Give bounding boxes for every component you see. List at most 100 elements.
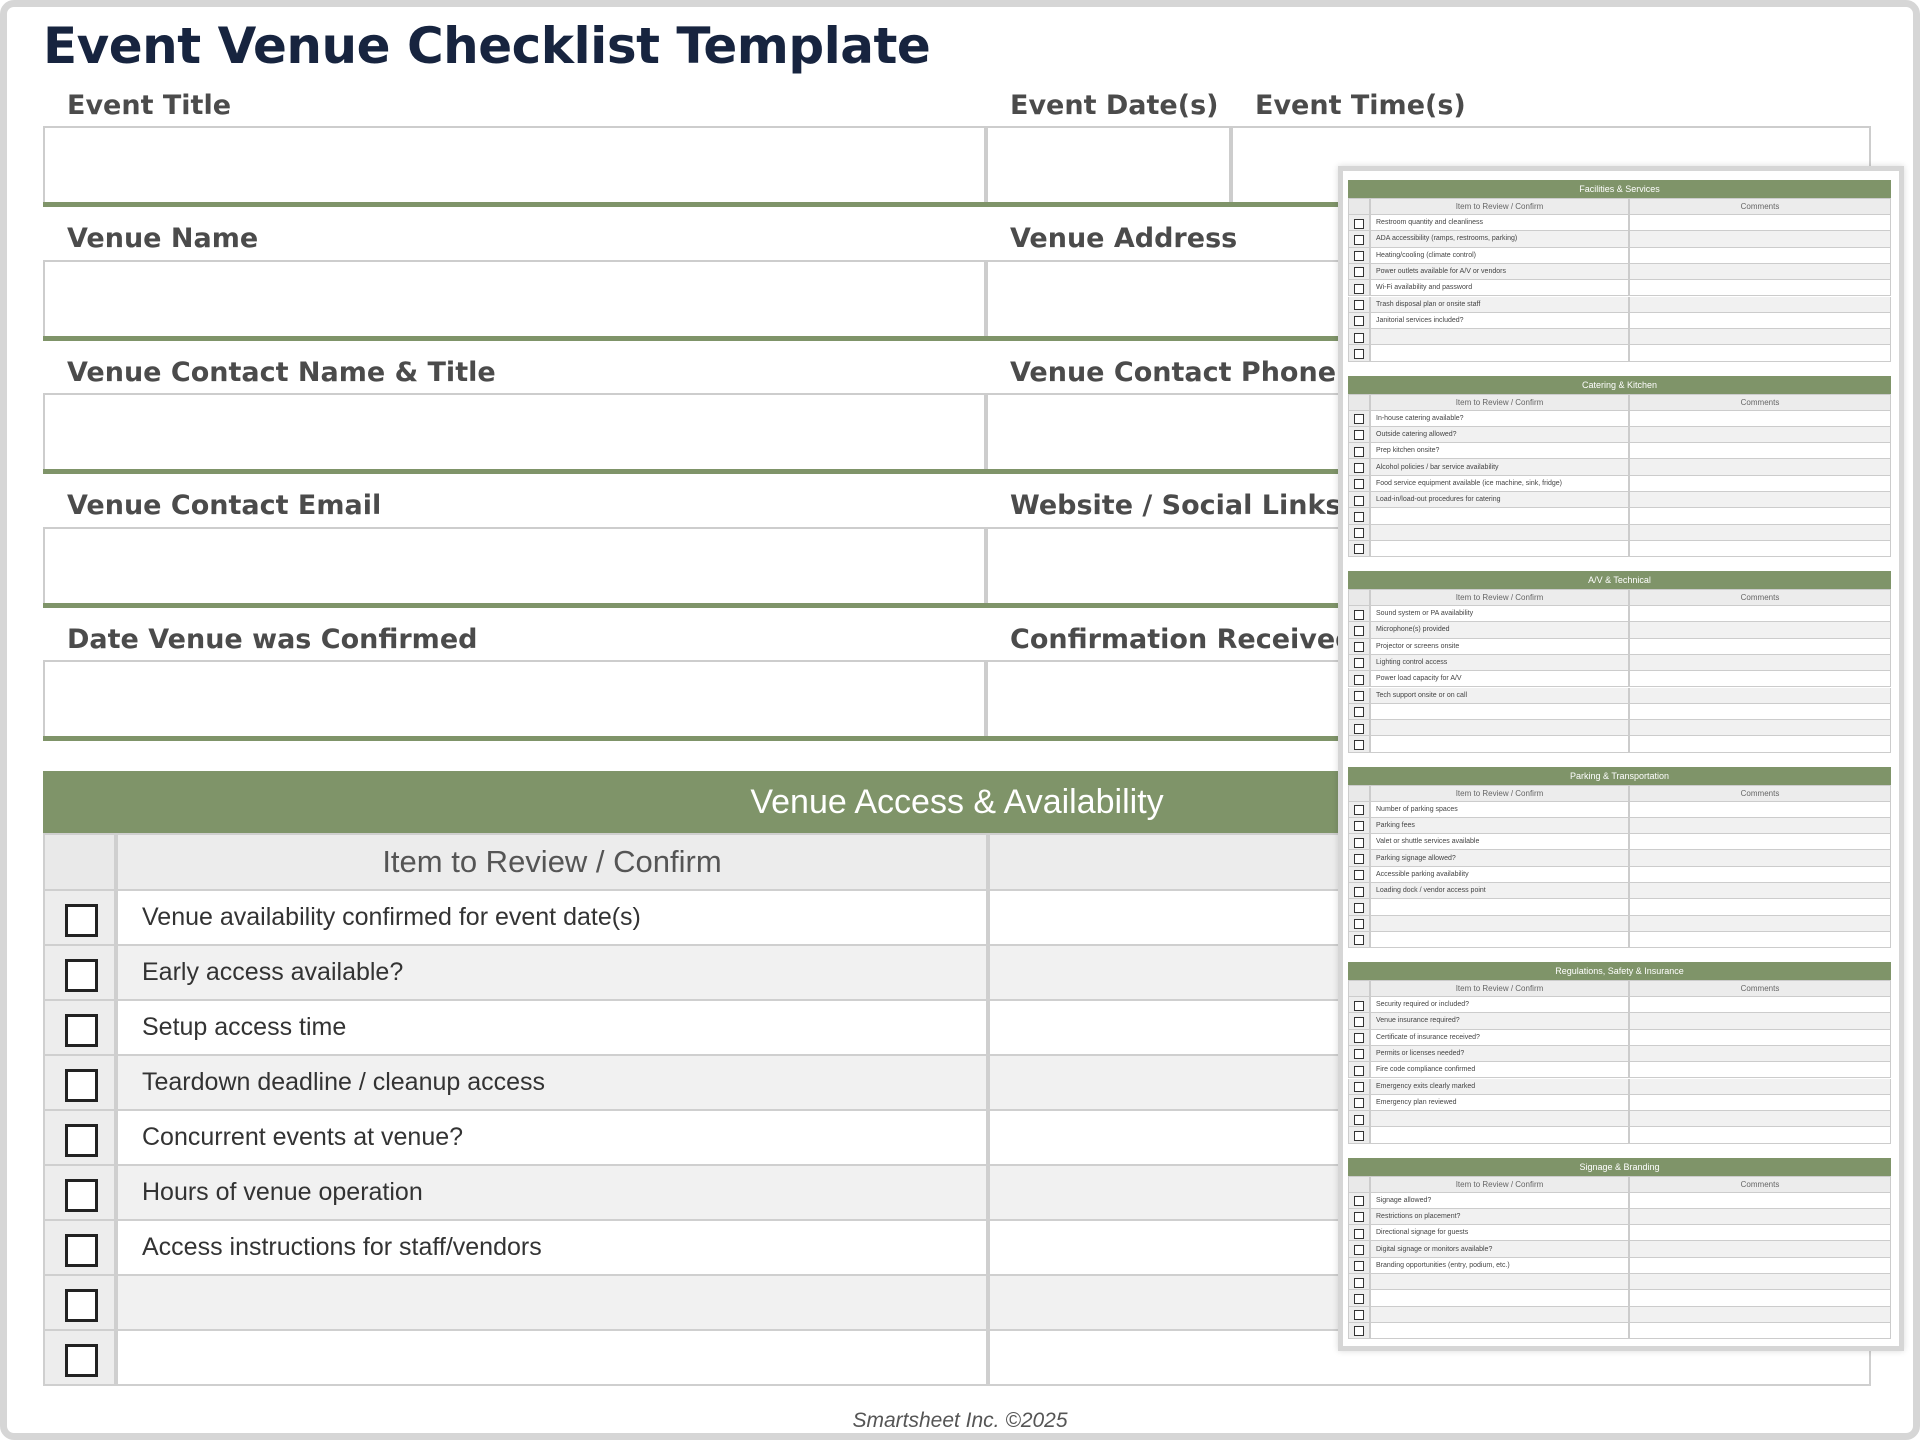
preview-comment-cell — [1629, 540, 1891, 558]
preview-checkbox — [1354, 495, 1364, 506]
preview-checkbox — [1354, 837, 1364, 848]
preview-item-cell — [1370, 1306, 1629, 1323]
row-divider — [43, 202, 1871, 207]
preview-item-cell: Restroom quantity and cleanliness — [1370, 215, 1629, 232]
item-cell: Venue availability confirmed for event d… — [116, 891, 988, 946]
input-box — [43, 126, 986, 204]
preview-checkbox — [1354, 1033, 1364, 1044]
preview-item-cell: Restrictions on placement? — [1370, 1208, 1629, 1226]
preview-column-header: Item to Review / Confirm — [1370, 784, 1629, 802]
preview-item-cell: Alcohol policies / bar service availabil… — [1370, 459, 1629, 476]
preview-checkbox — [1354, 886, 1364, 897]
preview-item-cell: Wi-Fi availability and password — [1370, 280, 1629, 297]
preview-item-cell: Number of parking spaces — [1370, 801, 1629, 818]
preview-checkbox — [1354, 1326, 1364, 1337]
preview-comment-cell — [1629, 410, 1891, 427]
preview-section-title: Regulations, Safety & Insurance — [1348, 962, 1891, 980]
preview-checkbox — [1354, 902, 1364, 913]
item-cell: Teardown deadline / cleanup access — [116, 1056, 988, 1111]
preview-comment-cell — [1629, 263, 1891, 281]
preview-comment-cell — [1629, 231, 1891, 248]
preview-section-title: Facilities & Services — [1348, 180, 1891, 198]
input-box — [43, 259, 986, 338]
preview-checkbox — [1354, 332, 1364, 343]
preview-checkbox — [1354, 1212, 1364, 1223]
preview-item-cell: Directional signage for guests — [1370, 1225, 1629, 1242]
preview-checkbox — [1354, 642, 1364, 653]
preview-header-cell — [1348, 198, 1370, 215]
preview-item-cell: ADA accessibility (ramps, restrooms, par… — [1370, 231, 1629, 248]
preview-comment-cell — [1629, 720, 1891, 737]
preview-header-cell — [1348, 1175, 1370, 1193]
preview-section-title: A/V & Technical — [1348, 571, 1891, 589]
row-divider — [43, 469, 1871, 475]
preview-item-cell: Digital signage or monitors available? — [1370, 1241, 1629, 1258]
preview-item-cell: Power load capacity for A/V — [1370, 671, 1629, 688]
field-label: Website / Social Links — [1010, 490, 1342, 522]
input-box — [986, 126, 1231, 204]
preview-checkbox — [1354, 267, 1364, 278]
preview-comment-cell — [1629, 443, 1891, 460]
preview-comment-cell — [1629, 508, 1891, 525]
preview-comment-cell — [1629, 703, 1891, 721]
preview-checkbox — [1354, 1016, 1364, 1027]
preview-item-cell: Prep kitchen onsite? — [1370, 443, 1629, 460]
preview-checkbox — [1354, 1310, 1364, 1321]
preview-item-cell: Lighting control access — [1370, 654, 1629, 672]
preview-item-cell: In-house catering available? — [1370, 410, 1629, 427]
preview-comment-cell — [1629, 1094, 1891, 1112]
preview-checkbox — [1354, 251, 1364, 262]
column-header: Item to Review / Confirm — [116, 833, 988, 891]
preview-comment-cell — [1629, 638, 1891, 655]
preview-checkbox — [1354, 1065, 1364, 1076]
preview-item-cell: Outside catering allowed? — [1370, 426, 1629, 444]
field-label: Event Date(s) — [1010, 89, 1219, 121]
preview-comment-cell — [1629, 1322, 1891, 1340]
checkbox — [65, 1124, 98, 1157]
preview-item-cell — [1370, 899, 1629, 916]
input-box — [43, 660, 986, 739]
item-cell: Setup access time — [116, 1001, 988, 1056]
preview-comment-cell — [1629, 850, 1891, 867]
field-label: Venue Contact Email — [67, 490, 382, 522]
row-divider — [43, 736, 1871, 742]
preview-checkbox — [1354, 430, 1364, 441]
preview-item-cell: Load-in/load-out procedures for catering — [1370, 492, 1629, 509]
checkbox — [65, 1344, 98, 1377]
preview-checkbox — [1354, 316, 1364, 327]
preview-comment-cell — [1629, 654, 1891, 672]
preview-checkbox — [1354, 1082, 1364, 1092]
preview-checkbox — [1354, 609, 1364, 620]
preview-item-cell: Parking signage allowed? — [1370, 850, 1629, 867]
preview-comment-cell — [1629, 1208, 1891, 1226]
preview-item-cell: Branding opportunities (entry, podium, e… — [1370, 1257, 1629, 1274]
preview-comment-cell — [1629, 1290, 1891, 1307]
preview-item-cell: Fire code compliance confirmed — [1370, 1062, 1629, 1079]
checkbox — [65, 904, 98, 937]
checkbox-column-header — [43, 833, 116, 891]
preview-comment-cell — [1629, 475, 1891, 492]
preview-item-cell — [1370, 915, 1629, 932]
preview-checkbox — [1354, 1130, 1364, 1141]
preview-checkbox — [1354, 218, 1364, 229]
preview-comment-cell — [1629, 296, 1891, 313]
preview-comment-cell — [1629, 883, 1891, 900]
preview-comment-cell — [1629, 622, 1891, 639]
preview-item-cell: Permits or licenses needed? — [1370, 1045, 1629, 1063]
preview-item-cell — [1370, 345, 1629, 362]
preview-item-cell: Trash disposal plan or onsite staff — [1370, 296, 1629, 313]
field-label: Venue Address — [1010, 223, 1238, 255]
preview-column-header: Comments — [1629, 784, 1891, 802]
item-cell: Concurrent events at venue? — [116, 1111, 988, 1166]
preview-checkbox — [1354, 446, 1364, 457]
preview-comment-cell — [1629, 931, 1891, 949]
preview-item-cell: Sound system or PA availability — [1370, 606, 1629, 623]
preview-item-cell — [1370, 1274, 1629, 1291]
preview-column-header: Item to Review / Confirm — [1370, 198, 1629, 215]
preview-header-cell — [1348, 980, 1370, 997]
preview-comment-cell — [1629, 1241, 1891, 1258]
preview-column-header: Comments — [1629, 1175, 1891, 1193]
preview-comment-cell — [1629, 329, 1891, 346]
field-label: Venue Contact Name & Title — [67, 356, 496, 388]
preview-checkbox — [1354, 739, 1364, 750]
